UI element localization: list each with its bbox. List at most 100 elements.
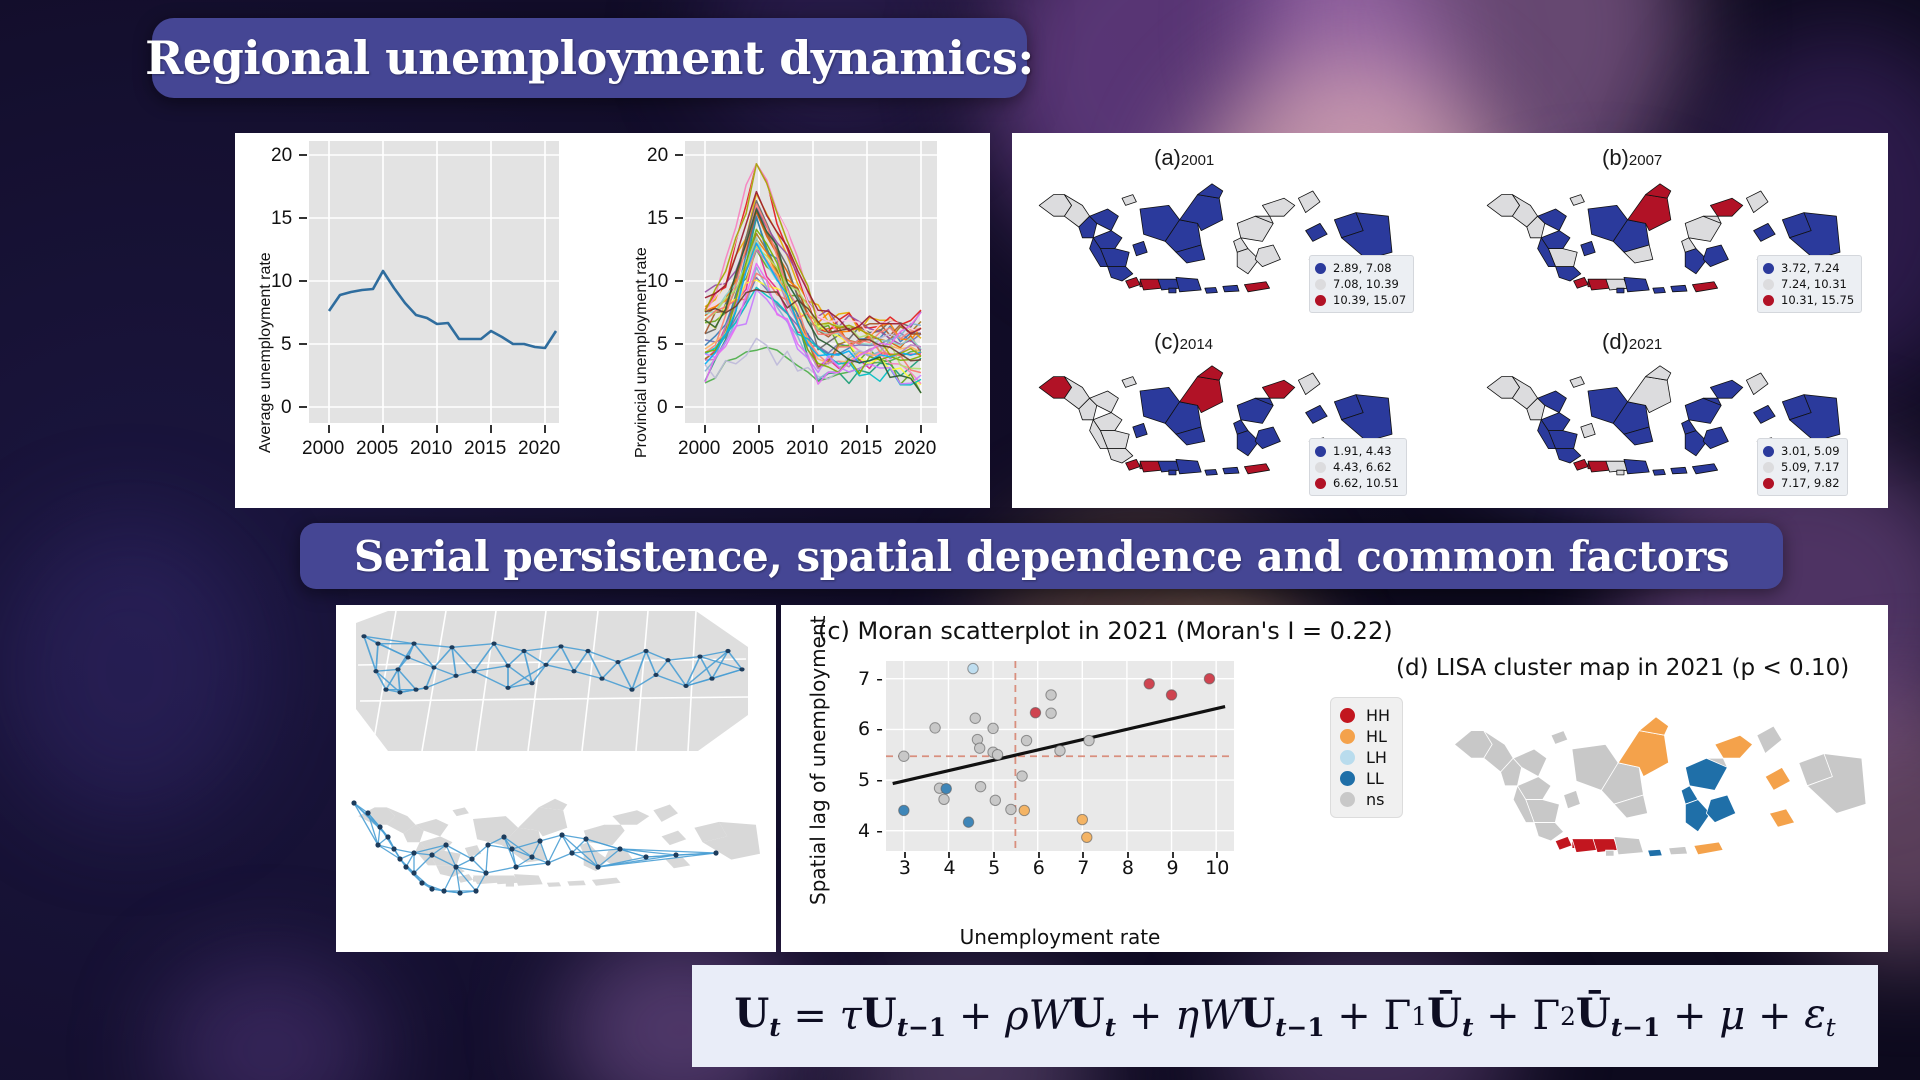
moran-xtick: 7 [1077, 857, 1090, 879]
lisa-legend-item-hh: HH [1340, 705, 1390, 726]
legend-label: 5.09, 7.17 [1781, 460, 1840, 474]
lisa-legend-item-ns: ns [1340, 789, 1390, 810]
xtick: 2010 [786, 438, 829, 459]
plot-area [309, 141, 559, 423]
lisa-label: HH [1366, 706, 1391, 725]
ytick-mark [675, 343, 683, 345]
legend-label: 7.24, 10.31 [1781, 277, 1847, 291]
moran-scatterplot-title: (c) Moran scatterplot in 2021 (Moran's I… [818, 617, 1393, 645]
xtick-mark [436, 425, 438, 433]
indonesia-choropleths [1038, 183, 1841, 476]
legend-label: 10.39, 15.07 [1333, 293, 1407, 307]
moran-ytick: 6 - [858, 718, 883, 741]
moran-xtick-mark [1037, 852, 1040, 858]
spatial-network-graphs [351, 610, 760, 896]
ytick-mark [299, 154, 307, 156]
lisa-legend-item-ll: LL [1340, 768, 1390, 789]
ytick-mark [299, 280, 307, 282]
moran-xtick: 3 [898, 857, 911, 879]
legend-swatch-low [1315, 445, 1326, 457]
lisa-label: LH [1366, 748, 1387, 767]
xtick: 2000 [678, 438, 721, 459]
ytick: 5 [281, 334, 292, 355]
map-year: 2007 [1628, 152, 1663, 169]
moran-ytick: 5 - [858, 769, 883, 792]
legend-swatch-low [1763, 262, 1774, 274]
title-banner-primary: Regional unemployment dynamics: [145, 18, 1034, 98]
xtick: 2000 [302, 438, 345, 459]
ytick-mark [299, 343, 307, 345]
lisa-cluster-map [1453, 716, 1867, 858]
page-title: Regional unemployment dynamics: [145, 31, 1034, 85]
legend-swatch-low [1315, 262, 1326, 274]
ytick-mark [675, 154, 683, 156]
map-year: 2014 [1179, 336, 1214, 353]
legend-swatch-mid [1315, 278, 1326, 290]
lisa-swatch-ll [1340, 771, 1355, 786]
model-equation: Ut = τ Ut−1 + ρ W Ut + η W Ut−1 + Γ 1 Ūt + Γ 2 Ūt… [734, 990, 1836, 1042]
lisa-swatch-lh [1340, 750, 1355, 765]
moran-xtick-mark [993, 852, 996, 858]
legend-label: 6.62, 10.51 [1333, 476, 1399, 490]
map-letter: (b) [1602, 145, 1629, 170]
xtick-mark [812, 425, 814, 433]
section-title: Serial persistence, spatial dependence a… [353, 531, 1730, 581]
moran-xtick-mark [1126, 852, 1129, 858]
map-legend-b: 3.72, 7.24 7.24, 10.31 10.31, 15.75 [1757, 255, 1863, 313]
map-caption-d: (d)2021 [1602, 329, 1662, 355]
moran-xtick: 9 [1166, 857, 1179, 879]
xtick-mark [544, 425, 546, 433]
moran-xtick-mark [1082, 852, 1085, 858]
ytick-mark [675, 217, 683, 219]
lisa-swatch-hh [1340, 708, 1355, 723]
legend-label: 7.08, 10.39 [1333, 277, 1399, 291]
moran-xtick-mark [948, 852, 951, 858]
model-equation-panel: Ut = τ Ut−1 + ρ W Ut + η W Ut−1 + Γ 1 Ūt + Γ 2 Ūt… [692, 965, 1878, 1067]
legend-swatch-mid [1315, 461, 1326, 473]
legend-swatch-low [1763, 445, 1774, 457]
lisa-swatch-ns [1340, 792, 1355, 807]
legend-swatch-mid [1763, 278, 1774, 290]
timeseries-panel: Average unemployment rate 20 15 10 5 0 [235, 133, 990, 508]
legend-label: 1.91, 4.43 [1333, 444, 1392, 458]
xtick-mark [758, 425, 760, 433]
ytick: 10 [647, 271, 669, 292]
moran-scatter-plot-area [886, 661, 1234, 851]
map-legend-c: 1.91, 4.43 4.43, 6.62 6.62, 10.51 [1309, 438, 1407, 496]
legend-swatch-high [1763, 294, 1774, 306]
choropleth-maps-panel: (a)2001 (b)2007 (c)2014 (d)2021 2.89, 7.… [1012, 133, 1888, 508]
moran-xtick: 5 [988, 857, 1001, 879]
xtick: 2015 [840, 438, 883, 459]
ytick: 0 [657, 397, 668, 418]
xtick: 2015 [464, 438, 507, 459]
moran-ytick: 7 - [858, 667, 883, 690]
lisa-legend-item-lh: LH [1340, 747, 1390, 768]
ytick: 5 [657, 334, 668, 355]
legend-label: 7.17, 9.82 [1781, 476, 1840, 490]
lisa-label: ns [1366, 790, 1385, 809]
legend-label: 4.43, 6.62 [1333, 460, 1392, 474]
chart-provincial-unemployment: Provincial unemployment rate 20 15 10 5 … [613, 133, 990, 508]
ytick: 10 [271, 271, 293, 292]
legend-swatch-high [1315, 477, 1326, 489]
xtick: 2005 [356, 438, 399, 459]
title-banner-secondary: Serial persistence, spatial dependence a… [300, 523, 1783, 589]
spatial-weights-panel [336, 605, 776, 952]
xtick-mark [866, 425, 868, 433]
xtick-mark [382, 425, 384, 433]
map-caption-c: (c)2014 [1154, 329, 1213, 355]
lisa-label: LL [1366, 769, 1384, 788]
moran-ytick: 4 - [858, 819, 883, 842]
legend-swatch-mid [1763, 461, 1774, 473]
moran-xlabel: Unemployment rate [959, 925, 1161, 949]
xtick-mark [328, 425, 330, 433]
legend-label: 2.89, 7.08 [1333, 261, 1392, 275]
lisa-cluster-map-title: (d) LISA cluster map in 2021 (p < 0.10) [1396, 655, 1850, 681]
ytick-mark [675, 406, 683, 408]
bokeh-blob [0, 520, 260, 820]
map-year: 2021 [1628, 336, 1663, 353]
legend-swatch-high [1763, 477, 1774, 489]
map-legend-d: 3.01, 5.09 5.09, 7.17 7.17, 9.82 [1757, 438, 1848, 496]
xtick: 2020 [518, 438, 561, 459]
map-letter: (c) [1154, 329, 1180, 354]
